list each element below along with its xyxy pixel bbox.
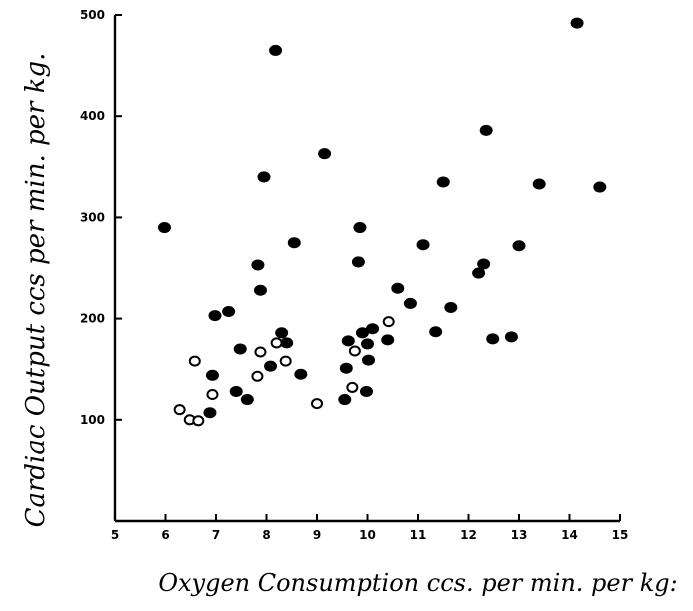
ticks: 5 6 7 8 9 10 11 12 13 14 15 100 200 300 400 500 [80,8,628,542]
open-point [382,316,395,328]
open-point [311,398,323,410]
filled-point [570,17,584,29]
filled-point [251,259,265,271]
filled-point [593,181,607,193]
open-point [251,370,264,382]
filled-point [381,334,395,346]
filled-point [339,362,353,374]
filled-point [269,44,283,56]
filled-point [362,354,376,366]
filled-point [359,385,373,397]
filled-point [351,256,365,268]
filled-point [366,323,380,335]
filled-point [222,306,236,318]
filled-point [233,343,247,355]
x-tick-label-7: 7 [212,528,220,542]
filled-point [472,267,486,279]
filled-point [205,369,219,381]
filled-point [338,394,352,406]
y-tick-label-200: 200 [80,312,105,326]
axes [113,15,620,523]
x-tick-label-6: 6 [161,528,169,542]
x-tick-label-9: 9 [313,528,321,542]
filled-point [257,171,271,183]
x-tick-label-12: 12 [460,528,477,542]
filled-point [486,333,500,345]
open-point [279,355,292,367]
filled-point [341,335,355,347]
filled-point [512,240,526,252]
y-tick-label-500: 500 [80,8,105,22]
x-axis-title: Oxygen Consumption ccs. per min. per kg: [158,569,677,597]
y-tick-label-400: 400 [80,109,105,123]
filled-point [275,327,289,339]
x-tick-label-5: 5 [111,528,119,542]
filled-point [416,239,430,251]
filled-point [203,407,217,419]
open-point [192,415,205,427]
filled-point [504,331,518,343]
filled-point [264,360,278,372]
open-point [270,337,283,349]
x-tick-label-10: 10 [359,528,376,542]
filled-point [429,326,443,338]
x-tick-label-8: 8 [262,528,270,542]
x-tick-label-15: 15 [612,528,629,542]
filled-point [287,237,301,249]
filled-point [436,176,450,188]
filled-point [532,178,546,190]
filled-point [361,338,374,350]
open-point [348,345,361,357]
y-tick-label-100: 100 [80,413,105,427]
filled-point [157,222,171,234]
open-point [206,389,219,400]
filled-point [479,124,493,136]
x-tick-label-14: 14 [561,528,578,542]
filled-point [253,284,267,296]
y-tick-label-300: 300 [80,210,105,224]
y-axis-title: Cardiac Output ccs per min. per kg. [21,53,51,528]
filled-point [294,368,308,380]
open-point [188,355,201,367]
filled-point [208,310,222,322]
open-point [346,381,359,393]
filled-point [318,148,332,160]
filled-point [353,222,367,234]
filled-point [391,282,405,294]
x-tick-label-11: 11 [410,528,427,542]
filled-point [229,385,243,397]
data-points [157,17,607,427]
open-point [173,404,186,416]
filled-point [240,394,254,406]
filled-point [477,258,491,270]
filled-point [403,297,417,309]
x-tick-label-13: 13 [511,528,528,542]
filled-point [444,301,458,313]
open-point [254,346,267,358]
